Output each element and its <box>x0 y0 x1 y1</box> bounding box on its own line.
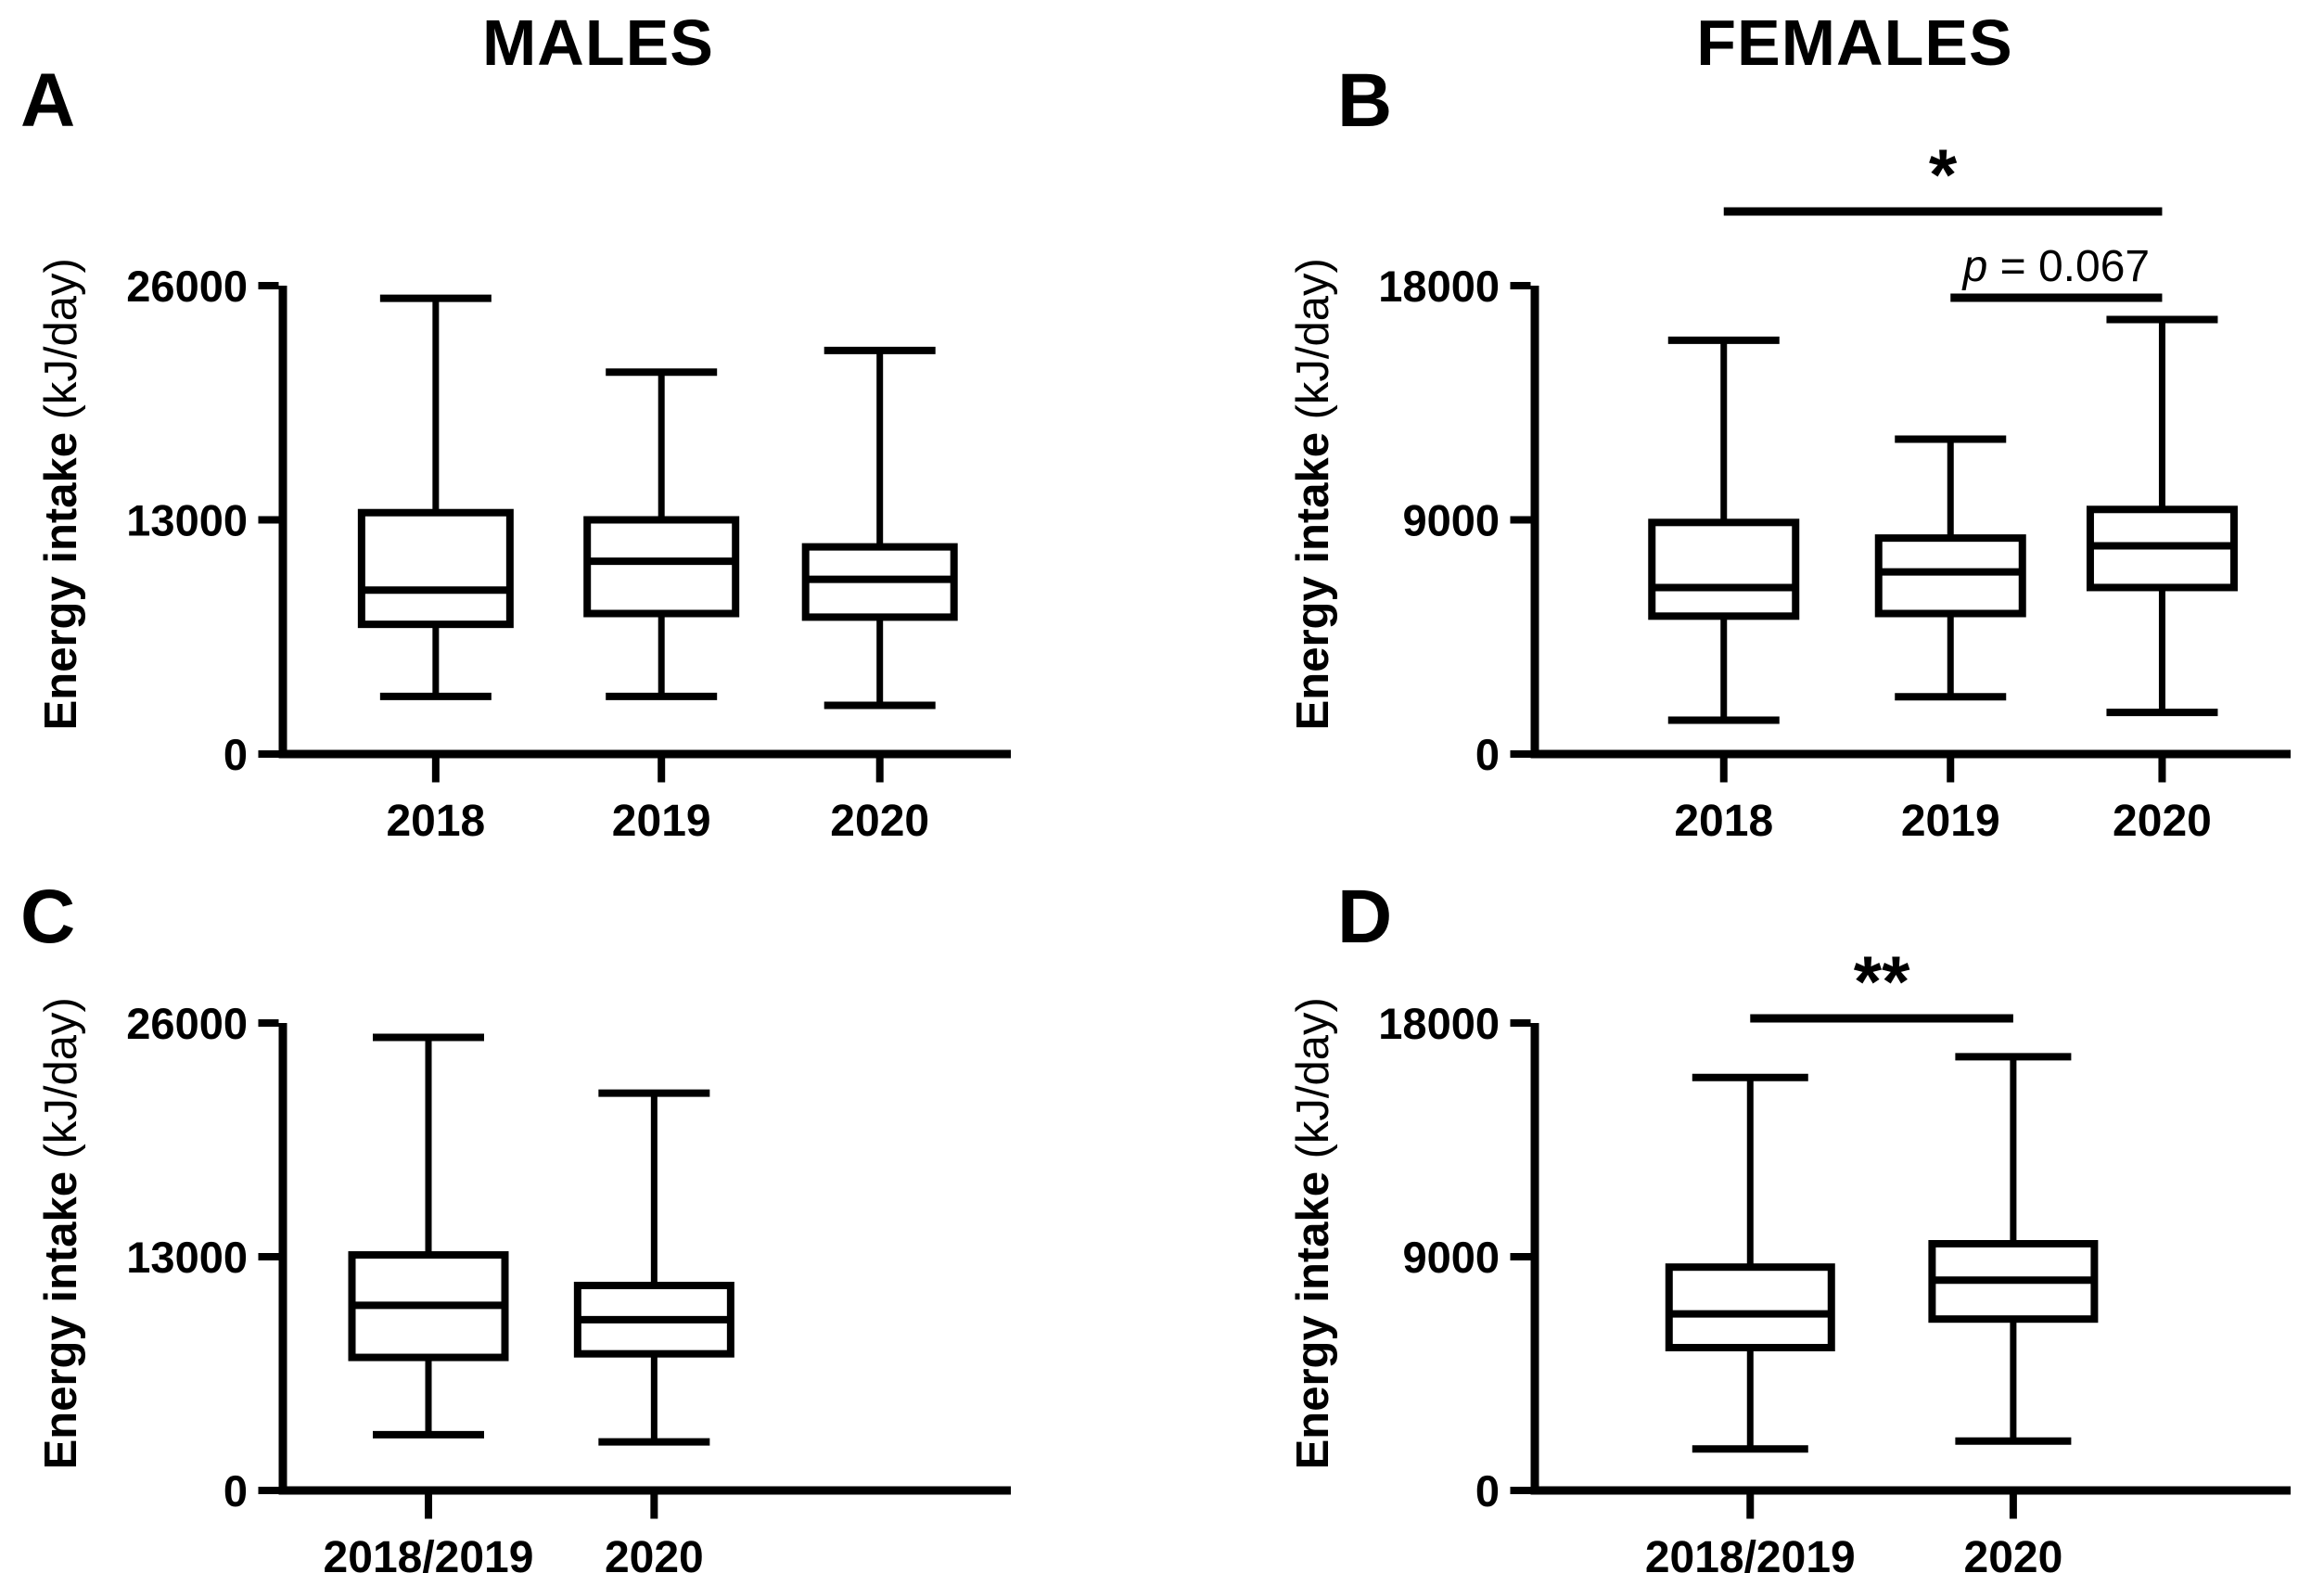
panel-B-significance-label: p = 0.067 <box>1961 242 2151 291</box>
panel-D-box-2018/2019 <box>1665 1263 1835 1351</box>
panel-C-x-tick-label: 2020 <box>605 1533 704 1573</box>
panel-D-y-tick-label: 18000 <box>1378 999 1500 1048</box>
panel-A-x-tick-label: 2020 <box>830 797 929 846</box>
panel-C-y-tick-label: 26000 <box>126 999 248 1048</box>
panel-B-y-tick-label: 9000 <box>1402 495 1500 544</box>
panel-A-x-tick-label: 2018 <box>386 797 485 846</box>
panel-A-x-tick-label: 2019 <box>612 797 711 846</box>
panel-D-significance-label: ** <box>1854 940 1910 1022</box>
panel-B-x-tick-label: 2020 <box>2113 797 2212 846</box>
panel-letter-b: B <box>1337 58 1393 143</box>
panel-D-y-tick-label: 0 <box>1475 1466 1500 1515</box>
panel-B-x-tick-label: 2018 <box>1674 797 1773 846</box>
panel-A-box-2018 <box>357 508 514 629</box>
panel-C-y-tick-label: 0 <box>223 1466 248 1515</box>
panel-B-y-tick-label: 0 <box>1475 730 1500 779</box>
panel-D-y-tick-label: 9000 <box>1402 1233 1500 1282</box>
panel-B-box-2019 <box>1874 534 2026 618</box>
panel-B-y-tick-label: 18000 <box>1378 262 1500 311</box>
panel-B-box-2018 <box>1648 518 1800 620</box>
panel-C-x-tick-label: 2018/2019 <box>324 1533 534 1573</box>
panel-A-y-tick-label: 0 <box>223 730 248 779</box>
column-title-males: MALES <box>482 6 714 79</box>
panel-C-y-tick-label: 13000 <box>126 1233 248 1282</box>
panel-A-y-tick-label: 13000 <box>126 495 248 544</box>
column-title-females: FEMALES <box>1696 6 2013 79</box>
panel-B-significance-label: * <box>1929 134 1958 215</box>
panel-D-x-tick-label: 2018/2019 <box>1645 1533 1856 1573</box>
panel-A-y-tick-label: 26000 <box>126 262 248 311</box>
panel-letter-c: C <box>20 875 76 959</box>
panel-letter-d: D <box>1337 875 1393 959</box>
panel-letter-a: A <box>20 58 76 143</box>
panel-A-box-2019 <box>583 516 740 618</box>
panel-D-x-tick-label: 2020 <box>1964 1533 2063 1573</box>
panel-B-x-tick-label: 2019 <box>1901 797 2000 846</box>
